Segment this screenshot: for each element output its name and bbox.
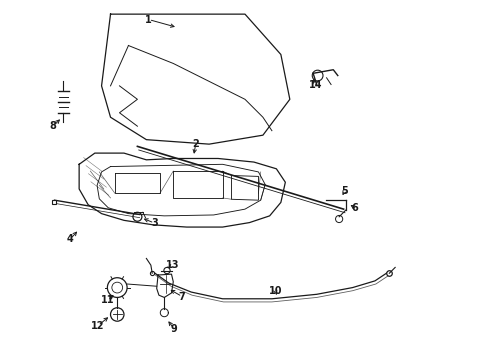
Text: 4: 4 (67, 234, 74, 244)
Text: 1: 1 (145, 14, 152, 24)
Text: 13: 13 (166, 260, 179, 270)
Text: 12: 12 (91, 321, 105, 331)
Text: 5: 5 (341, 186, 348, 196)
Text: 2: 2 (192, 139, 199, 149)
Text: 10: 10 (269, 286, 282, 296)
Text: 3: 3 (151, 218, 158, 228)
Text: 11: 11 (100, 295, 114, 305)
Text: 9: 9 (171, 324, 177, 334)
Text: 6: 6 (351, 203, 358, 213)
Text: 14: 14 (309, 80, 322, 90)
Text: 7: 7 (179, 292, 186, 302)
Text: 8: 8 (49, 121, 56, 131)
